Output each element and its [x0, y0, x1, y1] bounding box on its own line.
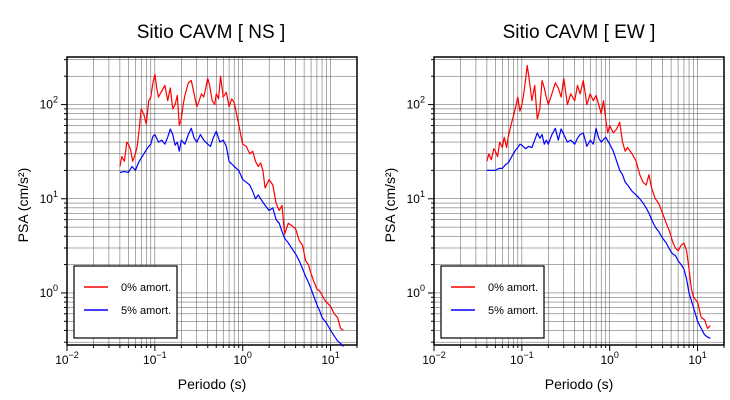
- y-tick-label: 102: [40, 95, 58, 112]
- x-axis-label: Periodo (s): [178, 376, 246, 392]
- x-tick-label: 10−1: [510, 350, 534, 367]
- y-axis-label: PSA (cm/s²): [382, 168, 398, 243]
- legend-label: 5% amort.: [488, 305, 538, 317]
- legend-box: [440, 265, 545, 339]
- x-axis-label: Periodo (s): [545, 376, 613, 392]
- chart-title: Sitio CAVM [ EW ]: [503, 22, 656, 43]
- chart-panel-2: Sitio CAVM [ EW ] 10−2 10−1 100 101 100 101 102…: [382, 22, 725, 392]
- x-tick-label: 101: [688, 350, 706, 367]
- x-tick-label: 10−1: [143, 350, 167, 367]
- y-tick-label: 100: [40, 283, 58, 300]
- legend-label: 5% amort.: [121, 305, 171, 317]
- plot-frame: [66, 56, 358, 346]
- x-tick-label: 101: [321, 350, 339, 367]
- legend: 0% amort. 5% amort.: [440, 265, 545, 339]
- series-line-damped: [486, 127, 711, 339]
- x-tick-label: 10−2: [55, 350, 79, 367]
- x-tick-label: 100: [601, 350, 619, 367]
- series-line-undamped: [486, 64, 711, 329]
- grid: [67, 57, 357, 345]
- legend-box: [73, 265, 178, 339]
- y-tick-label: 100: [407, 283, 425, 300]
- series-line-undamped: [119, 73, 344, 331]
- plot-frame: [433, 56, 725, 346]
- x-tick-label: 10−2: [422, 350, 446, 367]
- y-tick-label: 101: [407, 189, 425, 206]
- y-axis-label: PSA (cm/s²): [15, 168, 31, 243]
- chart-panel-1: Sitio CAVM [ NS ] 10−2 10−1 100 101 100 101 102…: [15, 22, 358, 392]
- series-line-damped: [119, 127, 344, 347]
- x-tick-label: 100: [234, 350, 252, 367]
- legend-label: 0% amort.: [121, 282, 171, 294]
- y-tick-label: 102: [407, 95, 425, 112]
- legend: 0% amort. 5% amort.: [73, 265, 178, 339]
- y-tick-label: 101: [40, 189, 58, 206]
- chart-title: Sitio CAVM [ NS ]: [137, 22, 286, 43]
- legend-label: 0% amort.: [488, 282, 538, 294]
